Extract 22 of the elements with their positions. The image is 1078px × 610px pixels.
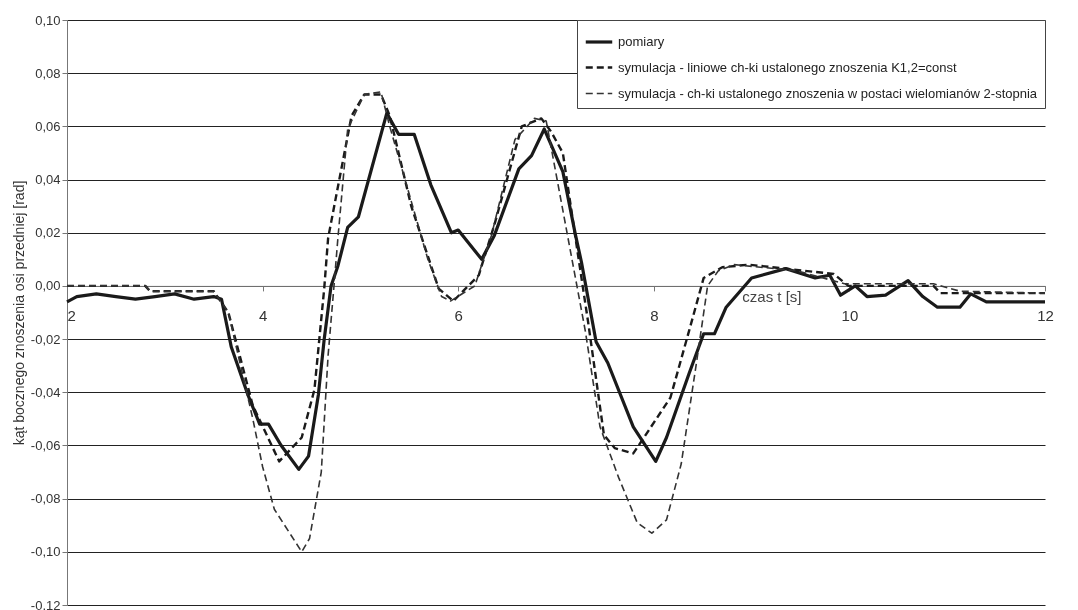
x-tick-label: 6: [454, 307, 463, 325]
y-tick-label: -0,02: [30, 331, 61, 347]
x-tick-label: 10: [841, 307, 859, 325]
y-tick-label: -0,04: [30, 384, 61, 400]
y-tick-label: 0,02: [35, 225, 61, 241]
x-tick-label: 4: [258, 307, 268, 325]
y-tick-label: 0,06: [35, 118, 61, 134]
x-tick-label: 2: [67, 307, 76, 325]
legend-label: pomiary: [618, 34, 665, 49]
y-tick-label: -0,08: [30, 491, 61, 507]
y-tick-label: 0,00: [35, 278, 61, 294]
x-tick-label: 12: [1037, 307, 1054, 325]
y-tick-label: 0,10: [35, 12, 61, 28]
y-axis-title: kąt bocznego znoszenia osi przedniej [rad]: [10, 180, 27, 446]
x-tick-label: 8: [650, 307, 659, 325]
x-axis-title: czas t [s]: [742, 288, 802, 306]
legend-label: symulacja - ch-ki ustalonego znoszenia w postaci wielomianów 2-stopnia: [618, 85, 1038, 101]
y-tick-label: -0,06: [30, 437, 61, 453]
y-tick-label: 0,04: [35, 172, 61, 188]
legend-label: symulacja - liniowe ch-ki ustalonego znoszenia K1,2=const: [618, 59, 957, 75]
y-tick-label: 0,08: [35, 65, 61, 81]
y-tick-label: -0,10: [30, 544, 61, 560]
